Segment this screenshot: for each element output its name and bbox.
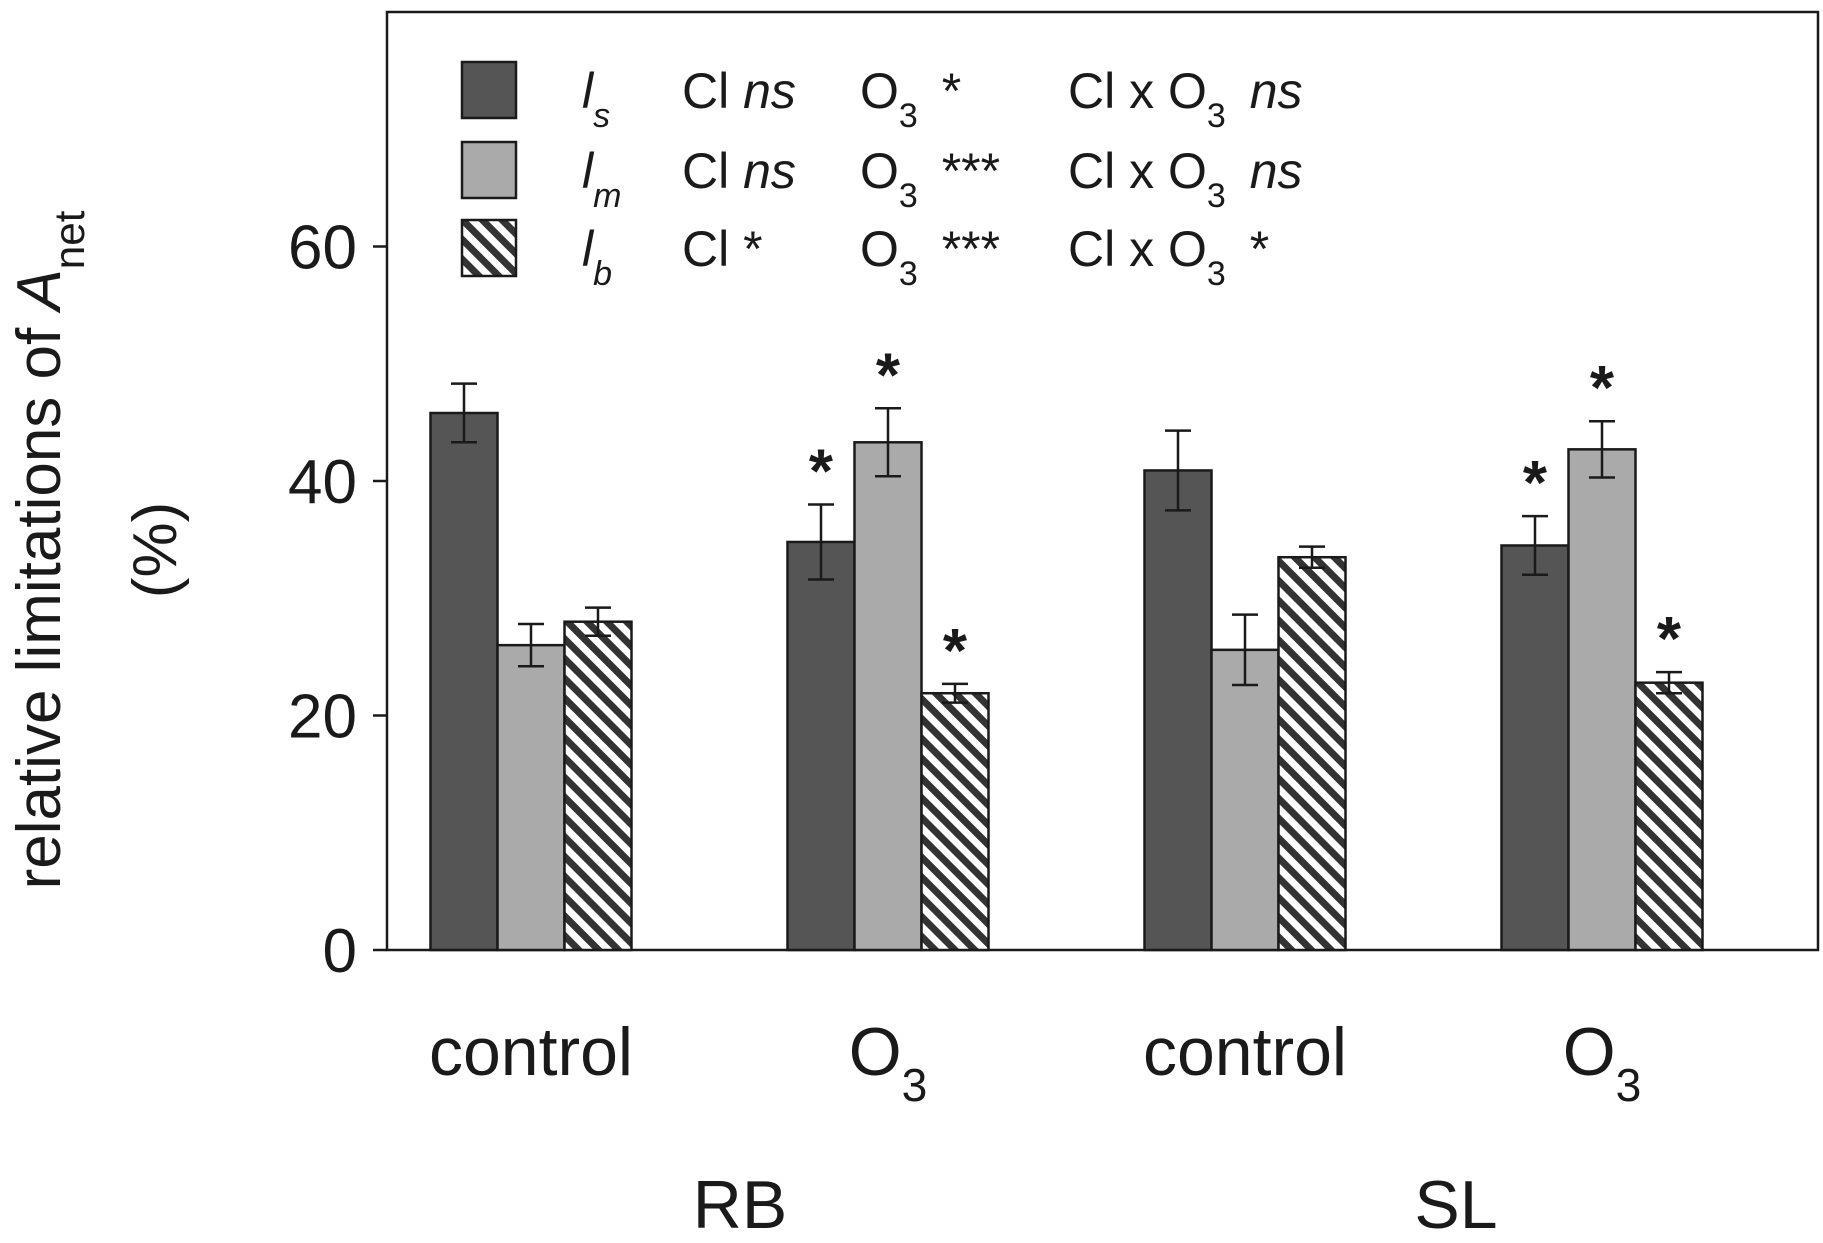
significance-star: * [1523,449,1548,518]
legend-swatch-lb [460,218,518,278]
bar-lm [853,441,923,952]
bar-lb [1277,555,1347,952]
x-group-label: RB [693,1167,787,1243]
y-tick-label: 60 [288,214,357,283]
bar-lm [1567,448,1637,952]
error-bar-lb [585,606,611,638]
legend-o3: O3 *** [860,221,1000,293]
x-category-label: control [429,1014,633,1090]
error-bar-lb [942,682,968,704]
bar-ls [1143,469,1213,952]
x-category-label: O3 [849,1014,928,1111]
error-bar-ls [1522,514,1548,577]
legend-symbol: lb [582,221,612,293]
error-bar-lb [1656,670,1682,695]
significance-star: * [809,437,834,506]
legend-symbol: lm [582,143,621,215]
bars [429,411,1704,952]
bar-ls [1500,544,1570,952]
significance-star: * [1590,354,1615,423]
legend-interaction: Cl x O3 ns [1068,143,1303,215]
y-tick-label: 20 [288,683,357,752]
legend-symbol: ls [582,63,610,135]
bar-lm [1210,648,1280,952]
legend-interaction: Cl x O3 * [1068,221,1269,293]
legend-cl: Cl ns [682,143,796,199]
bar-lb [1634,681,1704,952]
legend-o3: O3 *** [860,143,1000,215]
y-axis: 0 20 40 60 [288,214,387,986]
x-category-label: O3 [1563,1014,1642,1111]
legend-interaction: Cl x O3 ns [1068,63,1303,135]
legend-cl: Cl * [682,221,763,277]
x-category-label: control [1143,1014,1347,1090]
error-bar-ls [808,503,834,581]
bar-lb [920,691,990,952]
x-axis: control O3 control O3 RB SL [429,1014,1641,1243]
significance-star: * [943,617,968,686]
y-axis-label: relative limitations of Anet (%) [5,210,190,889]
legend: ls Cl ns O3 * Cl x O3 ns lm Cl ns O3 *** Cl x O… [460,60,1303,293]
error-bar-lm [875,407,901,478]
error-bar-lm [518,622,544,668]
legend-swatch-lm [460,140,518,200]
error-bars [451,382,1682,704]
significance-star: * [1657,605,1682,674]
error-bar-ls [1165,429,1191,512]
bar-ls [786,540,856,952]
y-tick-label: 0 [323,917,357,986]
legend-o3: O3 * [860,63,961,135]
x-group-label: SL [1414,1167,1497,1243]
y-axis-title: relative limitations of Anet [5,210,93,889]
error-bar-lb [1299,545,1325,570]
y-tick-label: 40 [288,448,357,517]
legend-cl: Cl ns [682,63,796,119]
bar-ls [429,411,499,952]
significance-stars: * * * * * * [809,341,1682,686]
legend-swatch-ls [460,60,518,120]
significance-star: * [876,341,901,410]
error-bar-lm [1589,419,1615,479]
bar-lb [563,620,633,952]
y-axis-unit: (%) [121,502,190,598]
error-bar-lm [1232,613,1258,687]
error-bar-ls [451,382,477,444]
bar-lm [496,643,566,952]
